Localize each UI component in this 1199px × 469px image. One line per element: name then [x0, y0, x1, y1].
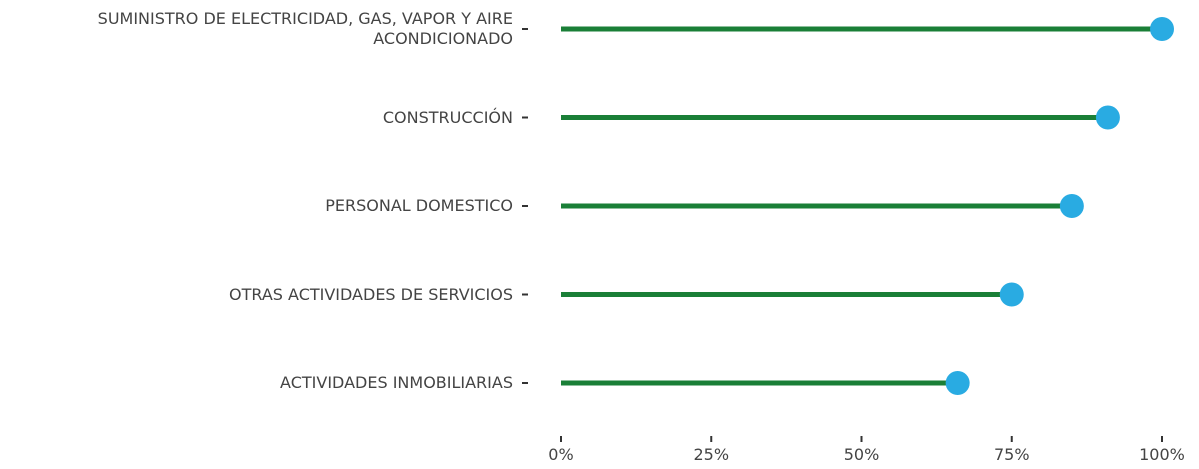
- point: [999, 282, 1024, 307]
- y-tick-label: PERSONAL DOMESTICO: [325, 196, 513, 215]
- y-tick-label: ACTIVIDADES INMOBILIARIAS: [280, 373, 513, 392]
- point: [1150, 17, 1174, 41]
- x-tick-label: 50%: [843, 445, 880, 464]
- y-tick-label: OTRAS ACTIVIDADES DE SERVICIOS: [229, 284, 513, 304]
- y-tick-label: CONSTRUCCIÓN: [382, 107, 513, 127]
- point: [1059, 194, 1084, 218]
- x-tick-label: 100%: [1139, 445, 1185, 464]
- point: [1095, 105, 1120, 130]
- x-tick-label: 75%: [993, 445, 1030, 464]
- y-tick-label: SUMINISTRO DE ELECTRICIDAD, GAS, VAPOR Y…: [97, 9, 513, 48]
- point: [945, 371, 970, 395]
- x-tick-label: 25%: [693, 445, 730, 464]
- x-tick-label: 0%: [548, 445, 574, 464]
